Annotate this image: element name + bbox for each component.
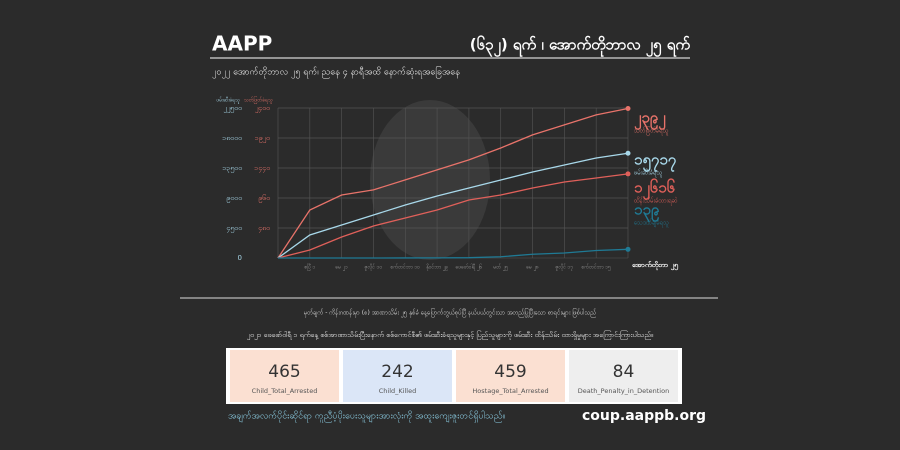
end-point	[625, 246, 631, 252]
stat-label: Child_Total_Arrested	[252, 387, 318, 395]
x-tick-label: ဇူလိုင် ၁၇	[556, 265, 574, 271]
subtitle: ၂၀၂၂ အောက်တိုဘာလ ၂၅ ရက်၊ ညနေ ၄ နာရီအထိ န…	[212, 66, 460, 79]
footer-quote: အချက်အလက်ပိုင်းဆိုင်ရာ ကူညီပံ့ပိုးပေးသူမ…	[228, 411, 505, 423]
y2-tick-label: ၄၈၀	[258, 224, 270, 233]
y2-axis-label: သတ်ဖြတ်ခံရသူ	[243, 97, 273, 104]
series-value: ၁၃၉	[634, 201, 660, 223]
y2-tick-label: ၁၄၄၀	[254, 164, 270, 173]
y2-tick-label: ၂၄၀၀	[254, 104, 270, 113]
x-tick-label: ဖေဖော်ဝါရီ ၂၆	[456, 265, 483, 271]
x-tick-label: နိုဝင်ဘာ ၂၉	[426, 265, 449, 271]
series-value: ၁၂၆၁၆	[634, 178, 676, 201]
series-line	[277, 173, 629, 259]
series-line	[278, 248, 629, 259]
stat-value: 465	[268, 362, 300, 382]
series-line	[277, 107, 629, 259]
note: ၂၀၂၁ ဖေဖော်ဝါရီ ၁ ရက်နေ့ စစ်အာဏာသိမ်းပြီ…	[246, 330, 654, 340]
end-point	[625, 106, 631, 111]
x-tick-label: ဇူလိုင် ၁၀	[365, 265, 384, 271]
series-value: ၂၃၉၂	[634, 109, 666, 131]
y-tick-label: ၄၅၀၀	[226, 224, 242, 233]
stat-label: Hostage_Total_Arrested	[472, 387, 548, 395]
stat-card	[343, 350, 452, 402]
stat-label: Death_Penalty_in_Detention	[578, 387, 669, 395]
y-tick-label: ၁၃၅၀၀	[222, 164, 242, 173]
x-tick-label: မေ ၂၁	[335, 265, 348, 271]
series-name: ထိန်းသိမ်းခံထားရဆဲ	[634, 197, 678, 206]
x-tick-label: စက်တင်ဘာ ၁၀	[391, 265, 422, 271]
stat-value: 242	[381, 362, 413, 382]
brand: AAPP	[212, 32, 272, 56]
y-tick-label: 0	[238, 254, 242, 262]
stat-card	[456, 350, 565, 402]
x-tick-label: ဧပြီ ၁	[304, 264, 315, 271]
stat-value: 84	[613, 362, 635, 382]
end-point	[625, 150, 631, 156]
y-axis-label: ဖမ်းဆီးခံရသူ	[216, 98, 240, 104]
x-axis-label: အောက်တိုဘာ ၂၅	[632, 261, 678, 271]
y2-tick-label: ၉၆၀	[258, 194, 270, 203]
stat-card	[569, 350, 678, 402]
series-name: သတ်ဖြတ်ခံရသူ	[634, 126, 669, 136]
y-tick-label: ၂၂၅၀၀	[222, 104, 242, 113]
series-name: ဖမ်းဆီးခံရသူ	[634, 169, 663, 178]
stat-card	[230, 350, 339, 402]
y2-tick-label: ၁၉၂၀	[255, 134, 270, 143]
background-photo	[370, 100, 490, 260]
footer-url: coup.aappb.org	[582, 408, 706, 424]
note: မှတ်ချက် - ကိန်းဂဏန်းမှာ (စ) အာဏာသိမ်း ၂…	[304, 308, 596, 318]
end-point	[625, 171, 631, 177]
y-tick-label: ၁၈၀၀၀	[222, 134, 242, 142]
stat-label: Child_Killed	[379, 387, 416, 395]
series-line	[277, 152, 629, 259]
x-tick-label: မတ် ၂၅	[493, 265, 508, 271]
stat-value: 459	[494, 362, 526, 382]
series-value: ၁၅၇၁၇	[634, 151, 677, 173]
series-name: သေဒဏ်ချခံရသူ	[634, 219, 669, 228]
y-tick-label: ၉၀၀၀	[226, 194, 242, 203]
x-tick-label: မေ ၂၈	[526, 265, 539, 271]
header-title: (၆၃၂) ရက် ၊ အောက်တိုဘာလ ၂၅ ရက်	[470, 35, 691, 58]
x-tick-label: စက်တင်ဘာ ၁၅	[581, 265, 611, 271]
